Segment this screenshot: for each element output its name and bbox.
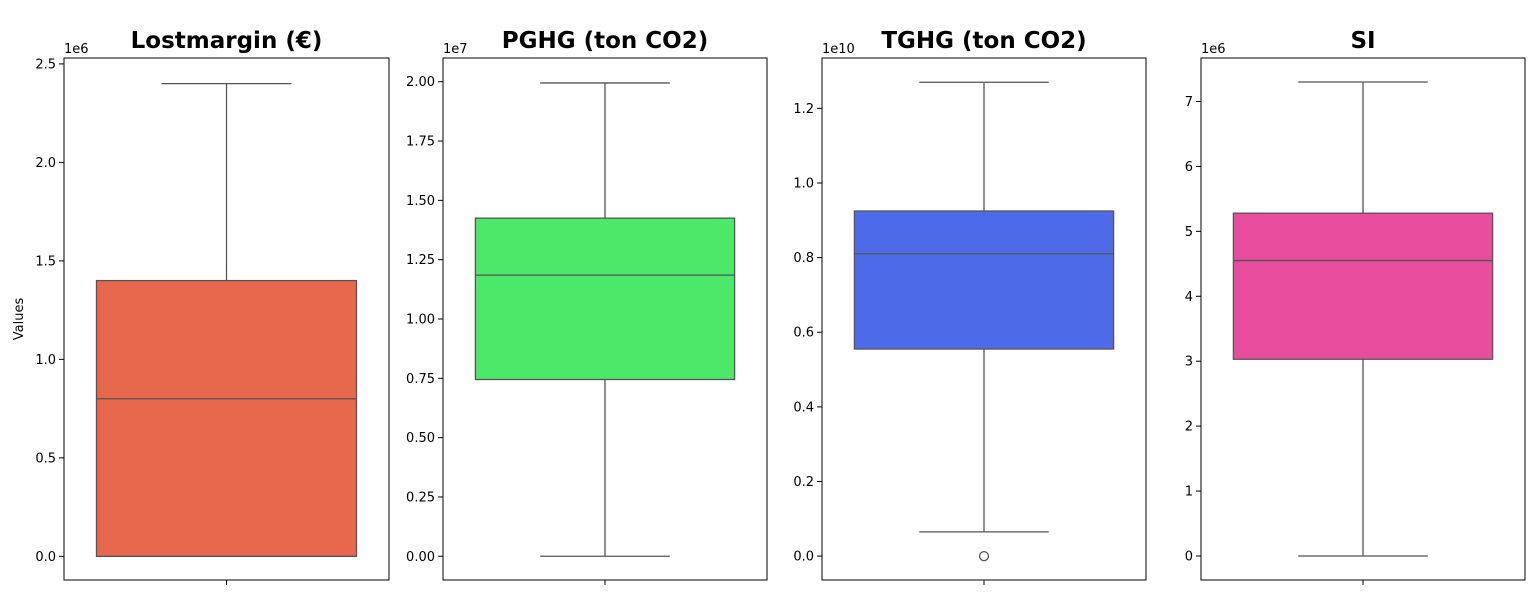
- y-tick-label: 0.2: [793, 475, 814, 490]
- y-tick-label: 1.0: [35, 353, 56, 368]
- y-tick-label: 2.00: [406, 75, 435, 90]
- y-tick-label: 1.00: [406, 313, 435, 328]
- y-tick-label: 1.50: [406, 194, 435, 209]
- axis-offset-label: 1e6: [1201, 42, 1226, 57]
- y-tick-label: 6: [1185, 160, 1193, 175]
- y-tick-label: 0.0: [793, 550, 814, 565]
- y-tick-label: 0.4: [793, 400, 814, 415]
- axis-offset-label: 1e6: [64, 42, 89, 57]
- y-tick-label: 0.5: [35, 451, 56, 466]
- y-tick-label: 1: [1185, 485, 1193, 500]
- y-axis-label: Values: [12, 298, 27, 341]
- y-tick-label: 7: [1185, 95, 1193, 110]
- y-tick-label: 0.25: [406, 490, 435, 505]
- y-tick-label: 1.0: [793, 176, 814, 191]
- plot-frame: [821, 57, 1147, 581]
- iqr-box: [853, 210, 1115, 350]
- y-tick-label: 0: [1185, 549, 1193, 564]
- outlier-point: [978, 550, 990, 562]
- y-tick-label: 4: [1185, 290, 1193, 305]
- chart-title: SI: [1350, 28, 1375, 54]
- plot-frame: [63, 57, 390, 581]
- y-tick-label: 1.2: [793, 102, 814, 117]
- y-tick-label: 2.0: [35, 156, 56, 171]
- y-tick-label: 0.00: [406, 550, 435, 565]
- y-tick-label: 5: [1185, 225, 1193, 240]
- iqr-box: [1232, 212, 1494, 360]
- plot-frame: [442, 57, 768, 581]
- y-tick-label: 0.50: [406, 431, 435, 446]
- y-tick-label: 1.75: [406, 135, 435, 150]
- y-tick-label: 0.8: [793, 251, 814, 266]
- chart-title: Lostmargin (€): [131, 28, 323, 54]
- y-tick-label: 1.25: [406, 253, 435, 268]
- iqr-box: [95, 279, 358, 558]
- chart-title: TGHG (ton CO2): [881, 28, 1086, 54]
- axis-offset-label: 1e7: [443, 42, 468, 57]
- axis-offset-label: 1e10: [822, 42, 855, 57]
- chart-title: PGHG (ton CO2): [502, 28, 709, 54]
- y-tick-label: 2.5: [35, 57, 56, 72]
- iqr-box: [474, 217, 736, 381]
- y-tick-label: 3: [1185, 355, 1193, 370]
- y-tick-label: 0.75: [406, 372, 435, 387]
- y-tick-label: 0.0: [35, 550, 56, 565]
- y-tick-label: 1.5: [35, 254, 56, 269]
- y-tick-label: 0.6: [793, 326, 814, 341]
- plot-frame: [1200, 57, 1526, 581]
- y-tick-label: 2: [1185, 420, 1193, 435]
